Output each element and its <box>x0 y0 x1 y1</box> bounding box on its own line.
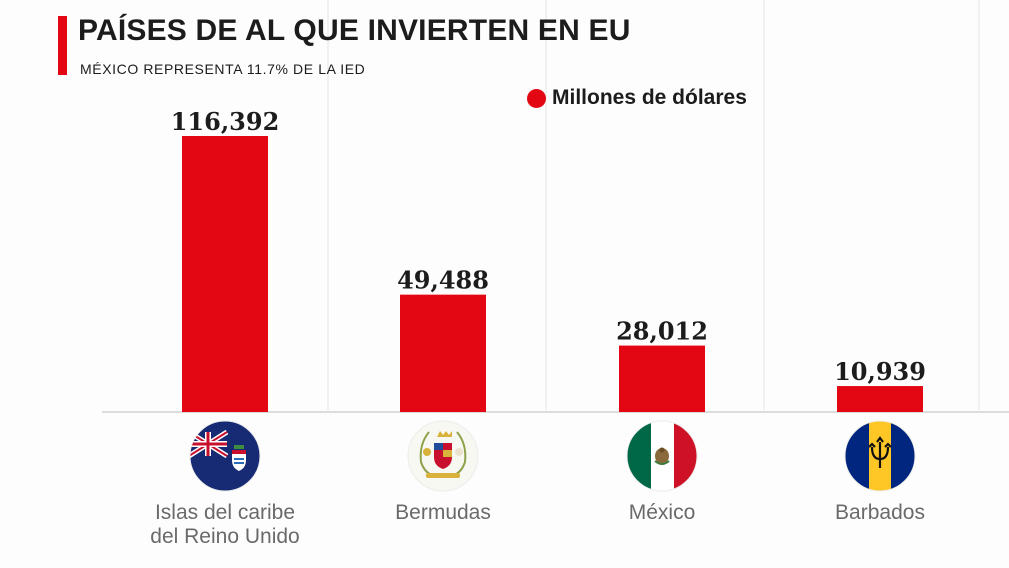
value-label-3: 10,939 <box>834 357 926 386</box>
chart-subtitle: MÉXICO REPRESENTA 11.7% DE LA IED <box>80 61 366 77</box>
category-label-2: México <box>629 501 696 524</box>
barbados-flag-icon <box>844 420 916 492</box>
bermuda-coat-of-arms-icon <box>407 420 479 492</box>
chart-title: PAÍSES DE AL QUE INVIERTEN EN EU <box>78 14 631 47</box>
background-stripe <box>978 0 980 410</box>
value-label-2: 28,012 <box>616 317 708 346</box>
background-stripe <box>327 0 329 410</box>
category-label-line: México <box>629 501 696 524</box>
bar-2 <box>619 345 705 412</box>
category-label-line: Bermudas <box>395 501 491 524</box>
category-label-0: Islas del caribe del Reino Unido <box>150 501 299 548</box>
bar-0 <box>182 136 268 412</box>
category-label-line: Barbados <box>835 501 925 524</box>
legend-swatch <box>527 88 546 108</box>
background-stripe <box>545 0 547 410</box>
category-label-1: Bermudas <box>395 501 491 524</box>
cayman-islands-flag-icon <box>189 420 261 492</box>
background-stripe <box>763 0 765 410</box>
mexico-flag-icon <box>626 420 698 492</box>
value-label-1: 49,488 <box>397 266 489 295</box>
title-accent-bar <box>58 16 67 75</box>
chart-legend: Millones de dólares <box>527 84 747 112</box>
legend-label: Millones de dólares <box>552 86 747 109</box>
category-label-line: Islas del caribe <box>155 501 295 524</box>
category-label-3: Barbados <box>835 501 925 524</box>
bar-1 <box>400 294 486 412</box>
value-label-0: 116,392 <box>171 107 280 136</box>
category-label-line: del Reino Unido <box>150 525 299 548</box>
bar-3 <box>837 386 923 412</box>
